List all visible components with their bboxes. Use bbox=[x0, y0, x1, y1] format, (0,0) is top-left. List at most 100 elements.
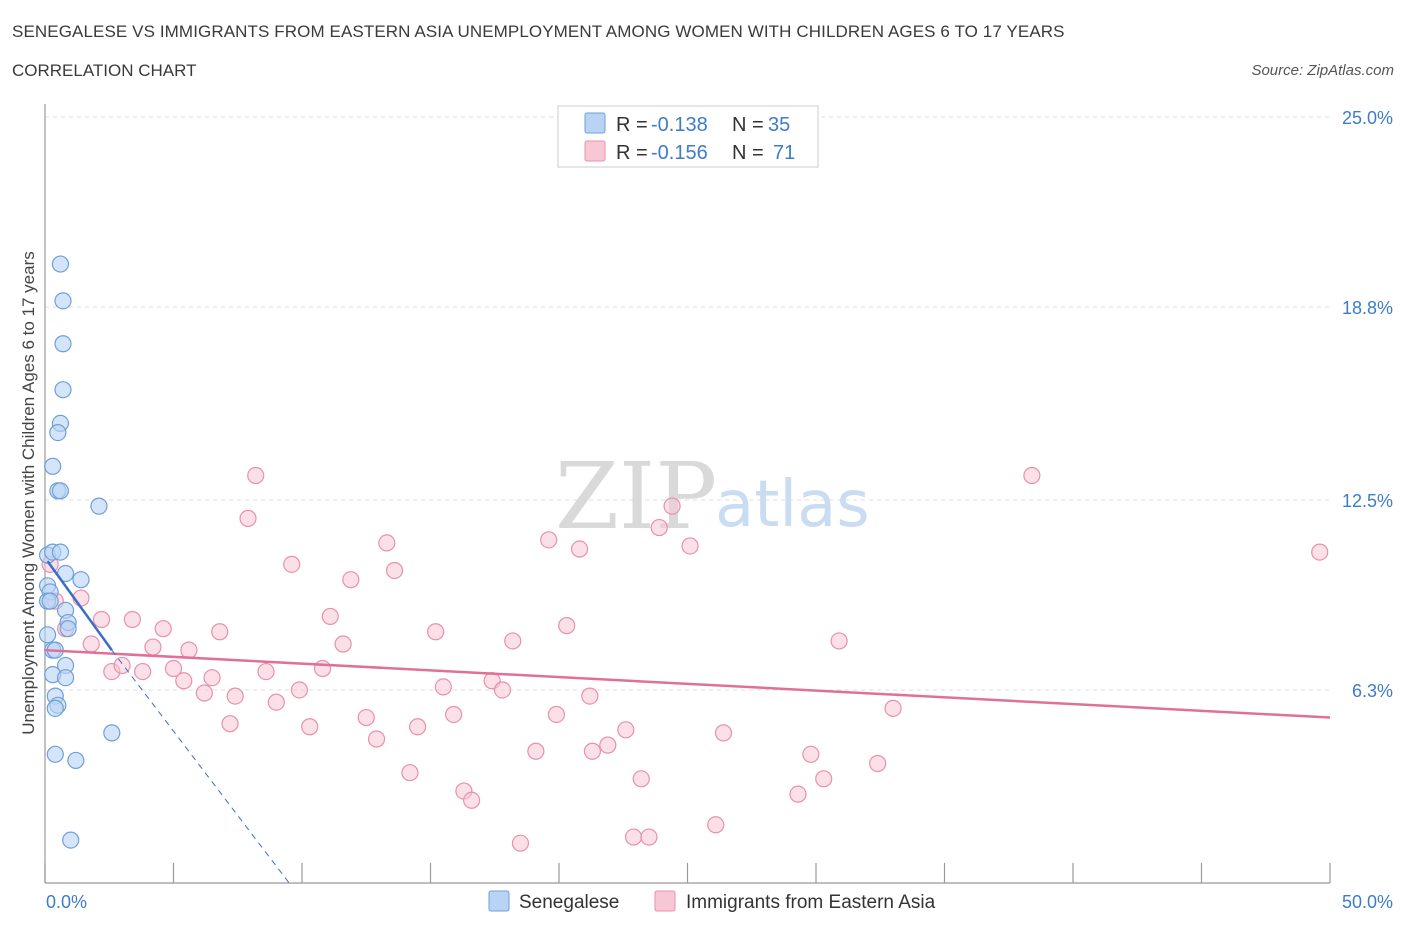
data-point-eastasia bbox=[599, 736, 617, 754]
data-point-eastasia bbox=[884, 699, 902, 717]
data-point-eastasia bbox=[869, 754, 887, 773]
data-point-senegalese bbox=[46, 699, 64, 717]
chart-title: SENEGALESE VS IMMIGRANTS FROM EASTERN AS… bbox=[12, 22, 1065, 41]
grid-lines bbox=[45, 116, 1330, 691]
data-point-senegalese bbox=[44, 457, 62, 475]
data-point-eastasia bbox=[445, 705, 463, 724]
data-point-eastasia bbox=[164, 659, 183, 678]
legend-n-value: 71 bbox=[773, 142, 795, 164]
legend-n-value: 35 bbox=[768, 114, 790, 136]
data-point-eastasia bbox=[203, 669, 221, 687]
data-point-eastasia bbox=[82, 635, 100, 653]
chart-subtitle: CORRELATION CHART bbox=[12, 61, 197, 80]
y-tick-label: 25.0% bbox=[1342, 108, 1393, 128]
data-point-senegalese bbox=[54, 335, 72, 353]
data-point-eastasia bbox=[789, 785, 807, 803]
data-point-eastasia bbox=[493, 681, 512, 699]
series-legend: Senegalese Immigrants from Eastern Asia bbox=[488, 890, 936, 913]
data-point-eastasia bbox=[283, 555, 301, 573]
data-point-eastasia bbox=[463, 791, 481, 809]
watermark-atlas: atlas bbox=[715, 468, 870, 542]
y-axis-label: Unemployment Among Women with Children A… bbox=[19, 251, 38, 735]
y-tick-label: 12.5% bbox=[1342, 491, 1393, 511]
data-point-eastasia bbox=[175, 672, 193, 690]
data-point-eastasia bbox=[640, 828, 658, 846]
data-point-eastasia bbox=[321, 607, 339, 626]
data-point-eastasia bbox=[558, 617, 576, 635]
x-tick-label: 50.0% bbox=[1342, 892, 1393, 912]
data-point-eastasia bbox=[663, 497, 681, 515]
data-point-eastasia bbox=[180, 641, 198, 659]
data-point-eastasia bbox=[650, 518, 668, 537]
data-point-eastasia bbox=[385, 561, 404, 580]
data-point-senegalese bbox=[54, 381, 72, 399]
data-point-eastasia bbox=[707, 816, 725, 834]
data-point-eastasia bbox=[290, 681, 309, 699]
data-point-eastasia bbox=[830, 632, 848, 650]
data-point-senegalese bbox=[51, 482, 70, 500]
series-legend-label-senegalese: Senegalese bbox=[519, 892, 619, 913]
legend-swatch-senegalese bbox=[584, 112, 606, 134]
data-point-senegalese bbox=[41, 592, 59, 610]
legend-r-value: -0.156 bbox=[651, 142, 708, 164]
data-point-senegalese bbox=[46, 745, 64, 763]
source-label: Source: ZipAtlas.com bbox=[1251, 62, 1394, 79]
data-point-eastasia bbox=[378, 534, 396, 552]
axes bbox=[44, 104, 1331, 884]
watermark: ZIP atlas bbox=[555, 443, 870, 550]
data-point-eastasia bbox=[681, 537, 699, 555]
data-point-eastasia bbox=[247, 466, 265, 485]
y-tick-labels: 6.3% 12.5% 18.8% 25.0% bbox=[1342, 108, 1393, 701]
data-point-senegalese bbox=[72, 571, 90, 589]
data-point-eastasia bbox=[195, 684, 213, 702]
data-point-senegalese bbox=[49, 423, 67, 442]
data-point-eastasia bbox=[144, 638, 162, 656]
data-point-senegalese bbox=[56, 669, 75, 687]
data-point-eastasia bbox=[802, 745, 820, 763]
data-point-eastasia bbox=[154, 620, 172, 638]
legend-r-label: R = bbox=[616, 114, 648, 136]
data-point-eastasia bbox=[334, 635, 352, 653]
data-point-eastasia bbox=[134, 662, 152, 681]
x-tick-labels: 0.0% 50.0% bbox=[46, 892, 1393, 912]
data-point-senegalese bbox=[59, 620, 77, 638]
data-point-eastasia bbox=[583, 742, 602, 760]
data-point-senegalese bbox=[90, 497, 108, 515]
data-point-senegalese bbox=[51, 543, 70, 561]
data-point-eastasia bbox=[221, 715, 239, 733]
data-point-eastasia bbox=[313, 659, 332, 678]
watermark-zip: ZIP bbox=[555, 443, 717, 550]
data-point-eastasia bbox=[409, 718, 427, 736]
data-point-eastasia bbox=[92, 610, 111, 629]
senegalese-points bbox=[38, 255, 121, 849]
data-point-eastasia bbox=[257, 662, 275, 681]
data-point-eastasia bbox=[267, 693, 285, 711]
trend-line-senegalese-extension bbox=[111, 649, 290, 884]
data-point-eastasia bbox=[1023, 466, 1041, 485]
data-point-eastasia bbox=[239, 509, 257, 527]
legend-n-label: N = bbox=[732, 114, 764, 136]
correlation-legend: R = -0.138 N = 35 R = -0.156 N = 71 bbox=[557, 105, 819, 168]
data-point-eastasia bbox=[504, 632, 522, 650]
data-point-eastasia bbox=[211, 623, 229, 641]
data-point-eastasia bbox=[427, 623, 445, 641]
data-point-eastasia bbox=[570, 540, 589, 558]
series-legend-label-eastasia: Immigrants from Eastern Asia bbox=[686, 892, 936, 913]
data-point-senegalese bbox=[38, 626, 57, 644]
y-tick-label: 6.3% bbox=[1352, 681, 1393, 701]
data-point-eastasia bbox=[617, 721, 635, 739]
data-point-eastasia bbox=[357, 708, 375, 727]
data-point-eastasia bbox=[401, 764, 419, 782]
data-point-eastasia bbox=[342, 571, 360, 589]
data-point-eastasia bbox=[714, 724, 733, 742]
data-point-eastasia bbox=[1311, 543, 1329, 561]
data-point-eastasia bbox=[547, 705, 566, 724]
data-point-eastasia bbox=[434, 678, 452, 696]
data-point-eastasia bbox=[123, 610, 141, 629]
legend-swatch-eastasia bbox=[584, 140, 606, 162]
series-legend-swatch-eastasia bbox=[654, 890, 676, 912]
data-point-eastasia bbox=[301, 718, 319, 736]
data-point-eastasia bbox=[226, 687, 244, 705]
data-point-eastasia bbox=[815, 770, 833, 788]
